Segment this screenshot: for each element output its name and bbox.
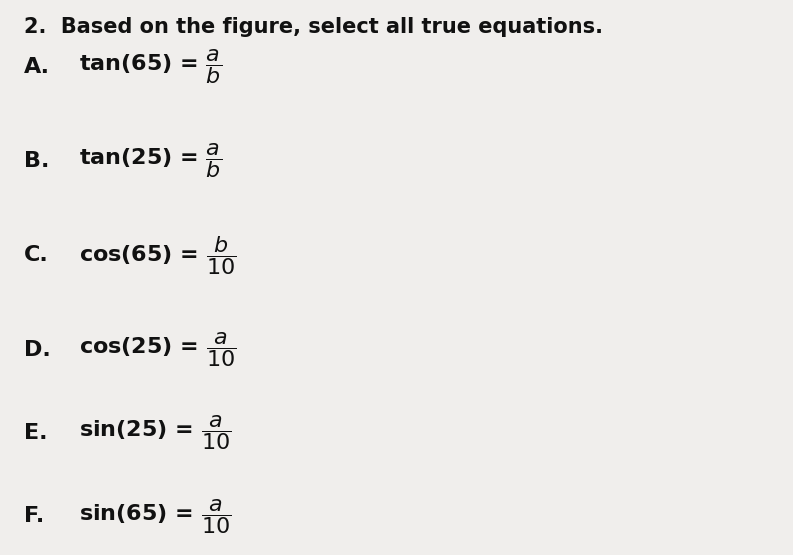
Text: E.: E.: [24, 423, 48, 443]
Text: 2.  Based on the figure, select all true equations.: 2. Based on the figure, select all true …: [24, 17, 603, 37]
Text: cos(65) = $\dfrac{b}{10}$: cos(65) = $\dfrac{b}{10}$: [79, 234, 237, 277]
Text: sin(25) = $\dfrac{a}{10}$: sin(25) = $\dfrac{a}{10}$: [79, 413, 232, 452]
Text: cos(25) = $\dfrac{a}{10}$: cos(25) = $\dfrac{a}{10}$: [79, 330, 237, 369]
Text: B.: B.: [24, 151, 49, 171]
Text: tan(25) = $\dfrac{a}{b}$: tan(25) = $\dfrac{a}{b}$: [79, 142, 222, 180]
Text: F.: F.: [24, 506, 44, 526]
Text: A.: A.: [24, 57, 50, 77]
Text: D.: D.: [24, 340, 51, 360]
Text: tan(65) = $\dfrac{a}{b}$: tan(65) = $\dfrac{a}{b}$: [79, 47, 222, 86]
Text: sin(65) = $\dfrac{a}{10}$: sin(65) = $\dfrac{a}{10}$: [79, 497, 232, 536]
Text: C.: C.: [24, 245, 48, 265]
